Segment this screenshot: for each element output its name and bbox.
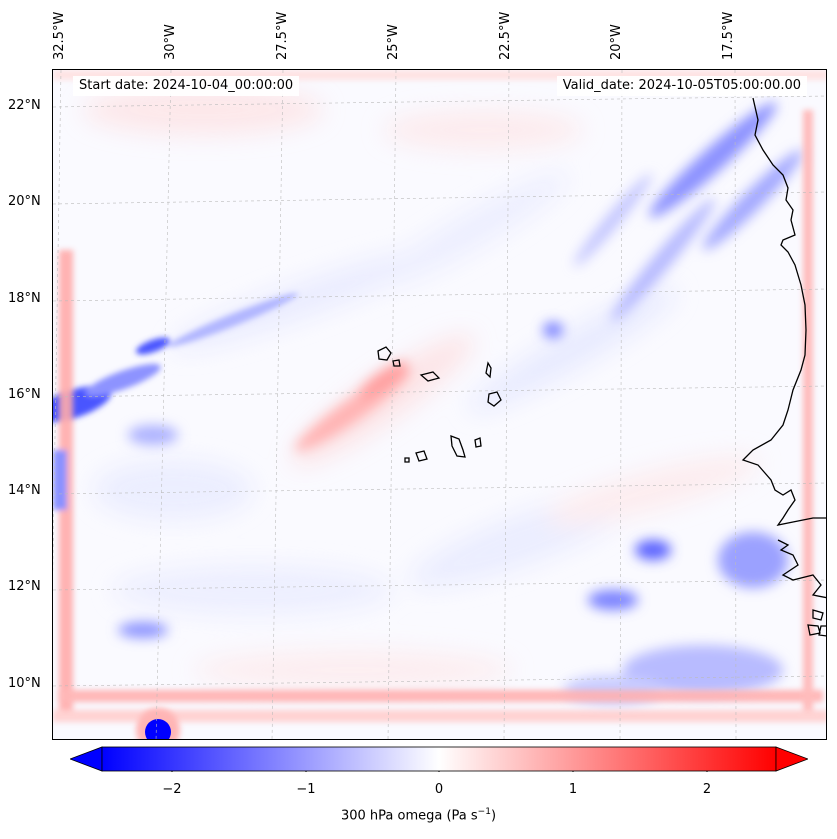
lon-label-20w: 20°W xyxy=(609,24,624,60)
colorbar-extend-high xyxy=(775,746,808,772)
colorbar-gradient xyxy=(101,746,777,772)
omega-field xyxy=(53,70,826,739)
colorbar-label-text: 300 hPa omega (Pa s xyxy=(340,808,478,824)
valid-date-label: Valid_date: 2024-10-05T05:00:00.00 xyxy=(556,76,807,96)
santo-antao-island xyxy=(377,346,392,361)
colorbar-tick-1: 1 xyxy=(568,782,578,797)
colorbar-label-close: ) xyxy=(490,808,497,824)
colorbar-label-exponent: −1 xyxy=(477,807,491,817)
maio-island xyxy=(474,437,482,448)
graticule xyxy=(53,70,826,739)
omega-field-map xyxy=(53,70,826,739)
africa-coastline-south xyxy=(777,539,826,599)
boa-vista-island xyxy=(487,391,502,407)
colorbar-tick-2: 2 xyxy=(702,782,712,797)
colorbar-tick-neg1: −1 xyxy=(296,782,316,797)
brava-island xyxy=(404,457,410,463)
colorbar-extend-low xyxy=(70,746,103,772)
lon-label-32-5w: 32.5°W xyxy=(52,11,67,60)
coastlines xyxy=(377,97,826,637)
lat-label-22n: 22°N xyxy=(8,98,41,113)
colorbar-tick-neg2: −2 xyxy=(162,782,182,797)
lat-label-18n: 18°N xyxy=(8,291,41,306)
africa-coastline xyxy=(741,97,826,526)
lon-label-27-5w: 27.5°W xyxy=(275,11,290,60)
lon-label-17-5w: 17.5°W xyxy=(721,11,736,60)
lat-label-10n: 10°N xyxy=(8,676,41,691)
lon-label-22-5w: 22.5°W xyxy=(498,11,513,60)
map-panel xyxy=(52,69,827,740)
bijagos-islands xyxy=(807,609,826,637)
colorbar xyxy=(70,746,808,772)
start-date-label: Start date: 2024-10-04_00:00:00 xyxy=(73,76,300,96)
lon-label-30w: 30°W xyxy=(163,24,178,60)
fogo-island xyxy=(415,450,428,462)
santiago-island xyxy=(450,435,466,458)
colorbar-tick-0: 0 xyxy=(434,782,444,797)
lon-label-25w: 25°W xyxy=(386,24,401,60)
lat-label-14n: 14°N xyxy=(8,483,41,498)
sao-nicolau-island xyxy=(419,371,441,382)
lat-label-16n: 16°N xyxy=(8,387,41,402)
sal-island xyxy=(485,361,492,379)
colorbar-label: 300 hPa omega (Pa s−1) xyxy=(0,807,837,823)
sao-vicente-island xyxy=(392,359,401,367)
lat-label-12n: 12°N xyxy=(8,579,41,594)
lat-label-20n: 20°N xyxy=(8,194,41,209)
